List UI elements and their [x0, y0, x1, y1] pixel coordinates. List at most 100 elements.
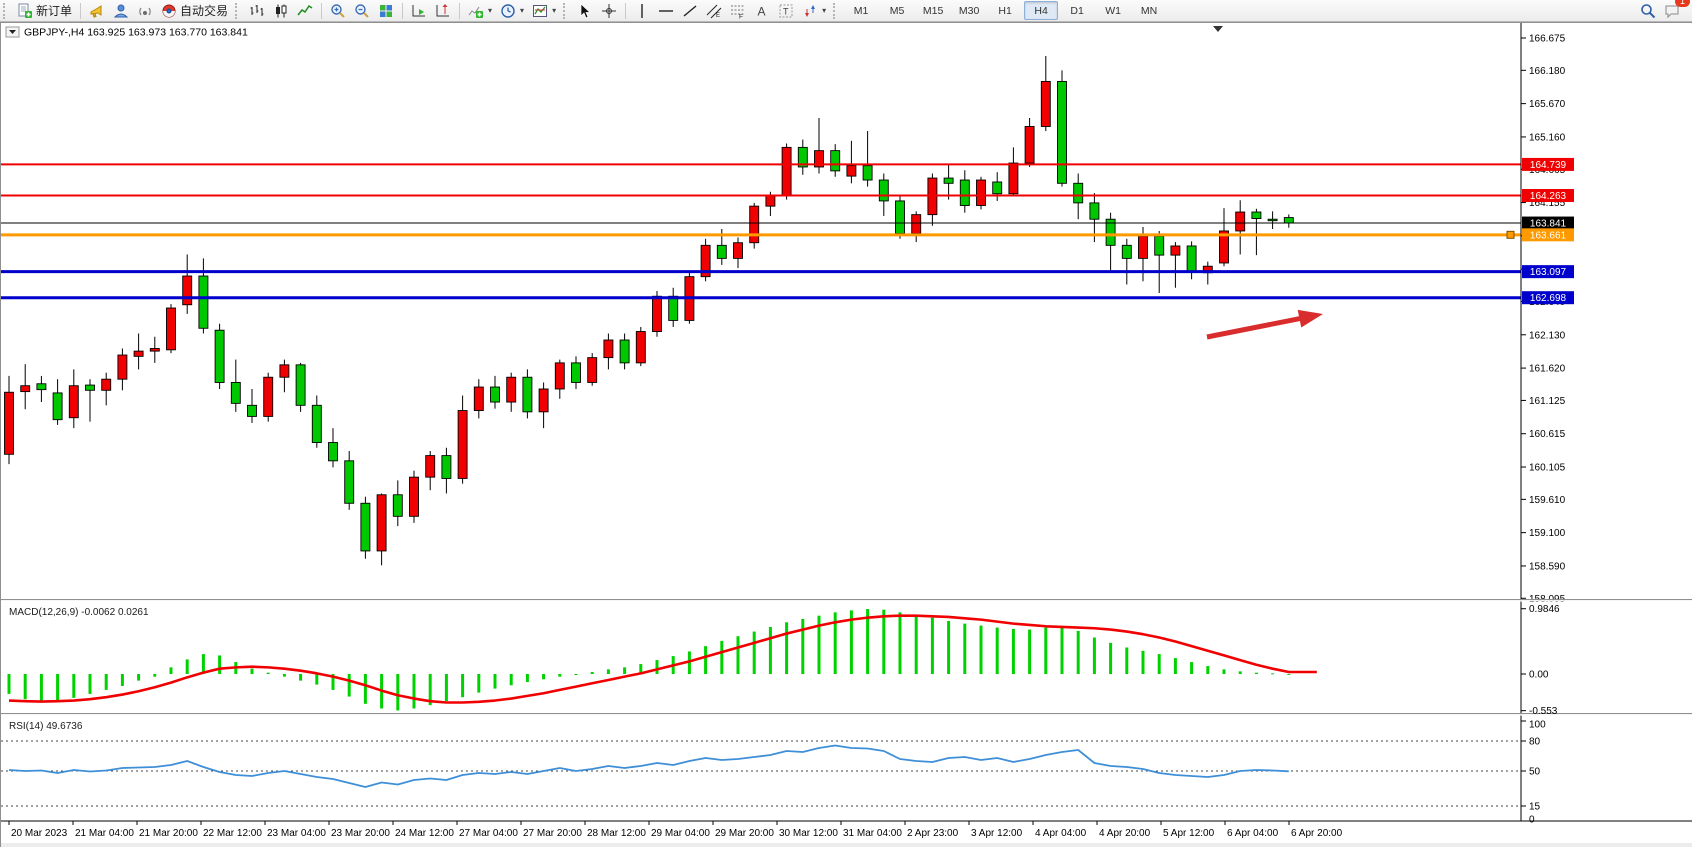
- trendline-button[interactable]: [678, 0, 702, 21]
- templates-button[interactable]: ▾: [528, 0, 560, 21]
- toolbar-grip[interactable]: [833, 2, 840, 19]
- macd-histogram-bar: [185, 659, 189, 674]
- chevron-down-icon[interactable]: ▾: [520, 6, 525, 15]
- rsi-line: [8, 744, 1289, 788]
- timeframe-m30[interactable]: M30: [958, 4, 980, 17]
- cursor-button[interactable]: [573, 0, 597, 21]
- bar-chart-button[interactable]: [245, 0, 269, 21]
- timeframe-w1[interactable]: W1: [1105, 4, 1121, 17]
- community-button[interactable]: [109, 0, 133, 21]
- pane-separator[interactable]: [1, 599, 1692, 601]
- candle-body: [1219, 230, 1229, 264]
- tile-windows-button[interactable]: [374, 0, 398, 21]
- time-axis[interactable]: 20 Mar 2023 21 Mar 04:00 21 Mar 20:00 22 Ma…: [1, 820, 1692, 839]
- price-chart[interactable]: 166.675166.180165.670165.160164.665164.1…: [1, 23, 1692, 847]
- label-button[interactable]: T: [774, 0, 798, 21]
- time-tick-label: 4 Apr 20:00: [1099, 828, 1151, 839]
- fibonacci-button[interactable]: F: [726, 0, 750, 21]
- candles-icon: [273, 3, 289, 19]
- timeframe-h1[interactable]: H1: [998, 4, 1012, 17]
- toolbar-grip[interactable]: [3, 2, 10, 19]
- chart-shift-marker[interactable]: [1213, 26, 1223, 32]
- price-axis[interactable]: 166.675166.180165.670165.160164.665164.1…: [1520, 23, 1574, 821]
- macd-histogram-bar: [72, 674, 76, 698]
- time-tick-label: 23 Mar 20:00: [331, 828, 390, 839]
- candle-body: [230, 382, 241, 404]
- timeframe-mn[interactable]: MN: [1140, 4, 1158, 17]
- zoom-in-button[interactable]: [326, 0, 350, 21]
- candle-body: [619, 339, 630, 364]
- channel-button[interactable]: E: [702, 0, 726, 21]
- rsi-axis-label: 15: [1529, 802, 1541, 813]
- arrows-icon: [802, 3, 818, 19]
- candle-body: [36, 383, 47, 391]
- indicators-button[interactable]: ▾: [464, 0, 496, 21]
- chevron-down-icon[interactable]: ▾: [488, 6, 493, 15]
- candle-body: [635, 331, 646, 364]
- candle-body: [943, 177, 954, 184]
- candle-body: [68, 385, 79, 419]
- macd-histogram-bar: [331, 674, 335, 690]
- autotrading-button[interactable]: 自动交易: [157, 0, 232, 21]
- chevron-down-icon[interactable]: ▾: [552, 6, 557, 15]
- candle-body: [733, 242, 743, 259]
- macd-histogram-bar: [88, 674, 92, 694]
- crosshair-button[interactable]: [597, 0, 621, 21]
- candle-body: [247, 404, 257, 417]
- candle-body: [1170, 245, 1181, 256]
- time-tick-label: 27 Mar 20:00: [523, 828, 582, 839]
- price-badge-bg: [1522, 157, 1574, 171]
- time-tick-label: 4 Apr 04:00: [1035, 828, 1087, 839]
- chevron-down-icon[interactable]: ▾: [822, 6, 827, 15]
- candle-body: [781, 146, 792, 197]
- macd-histogram-bar: [428, 674, 432, 706]
- macd-histogram-bar: [1044, 627, 1048, 674]
- candle-body: [1235, 211, 1246, 232]
- macd-histogram-bar: [1190, 662, 1194, 674]
- time-tick-label: 20 Mar 2023: [11, 828, 68, 839]
- candle-body: [878, 179, 889, 202]
- time-tick-label: 6 Apr 20:00: [1291, 828, 1343, 839]
- rsi-label: RSI(14) 49.6736: [9, 721, 83, 732]
- timeframe-m5[interactable]: M5: [889, 4, 905, 17]
- timeframe-m15[interactable]: M15: [922, 4, 944, 17]
- macd-histogram-bar: [882, 609, 886, 674]
- chat-button[interactable]: 1: [1660, 0, 1690, 21]
- trend-arrow-annotation[interactable]: [1206, 309, 1323, 340]
- periods-button[interactable]: ▾: [496, 0, 528, 21]
- macd-histogram-bar: [461, 674, 465, 698]
- signals-button[interactable]: [133, 0, 157, 21]
- macd-histogram-bar: [444, 674, 448, 702]
- new-order-button[interactable]: 新订单: [13, 0, 76, 21]
- candlestick-button[interactable]: [269, 0, 293, 21]
- text-button[interactable]: A: [750, 0, 774, 21]
- clock-icon: [500, 3, 516, 19]
- toolbar-grip[interactable]: [563, 2, 570, 19]
- arrow-objects-button[interactable]: ▾: [798, 0, 830, 21]
- line-drag-handle[interactable]: [1506, 230, 1515, 239]
- macd-histogram-bar: [1222, 669, 1226, 674]
- chart-window[interactable]: 166.675166.180165.670165.160164.665164.1…: [0, 22, 1692, 847]
- svg-text:F: F: [739, 13, 743, 19]
- timeframe-d1[interactable]: D1: [1070, 4, 1084, 17]
- auto-scroll-button[interactable]: [407, 0, 431, 21]
- timeframe-h4[interactable]: H4: [1024, 1, 1059, 20]
- candle-body: [1024, 126, 1035, 164]
- horizontal-line-button[interactable]: [654, 0, 678, 21]
- vertical-line-button[interactable]: [630, 0, 654, 21]
- alerts-button[interactable]: [85, 0, 109, 21]
- autotrade-icon: [161, 3, 177, 19]
- timeframe-m1[interactable]: M1: [853, 4, 869, 17]
- time-tick-label: 29 Mar 20:00: [715, 828, 774, 839]
- search-button[interactable]: [1636, 0, 1660, 21]
- chart-shift-button[interactable]: [431, 0, 455, 21]
- candle-body: [506, 376, 517, 403]
- pane-separator[interactable]: [1, 713, 1692, 715]
- zoom-out-button[interactable]: [350, 0, 374, 21]
- chevron-down-icon[interactable]: [9, 30, 16, 34]
- toolbar-grip[interactable]: [235, 2, 242, 19]
- candle-body: [862, 165, 873, 181]
- line-chart-button[interactable]: [293, 0, 317, 21]
- hline-icon: [658, 3, 674, 19]
